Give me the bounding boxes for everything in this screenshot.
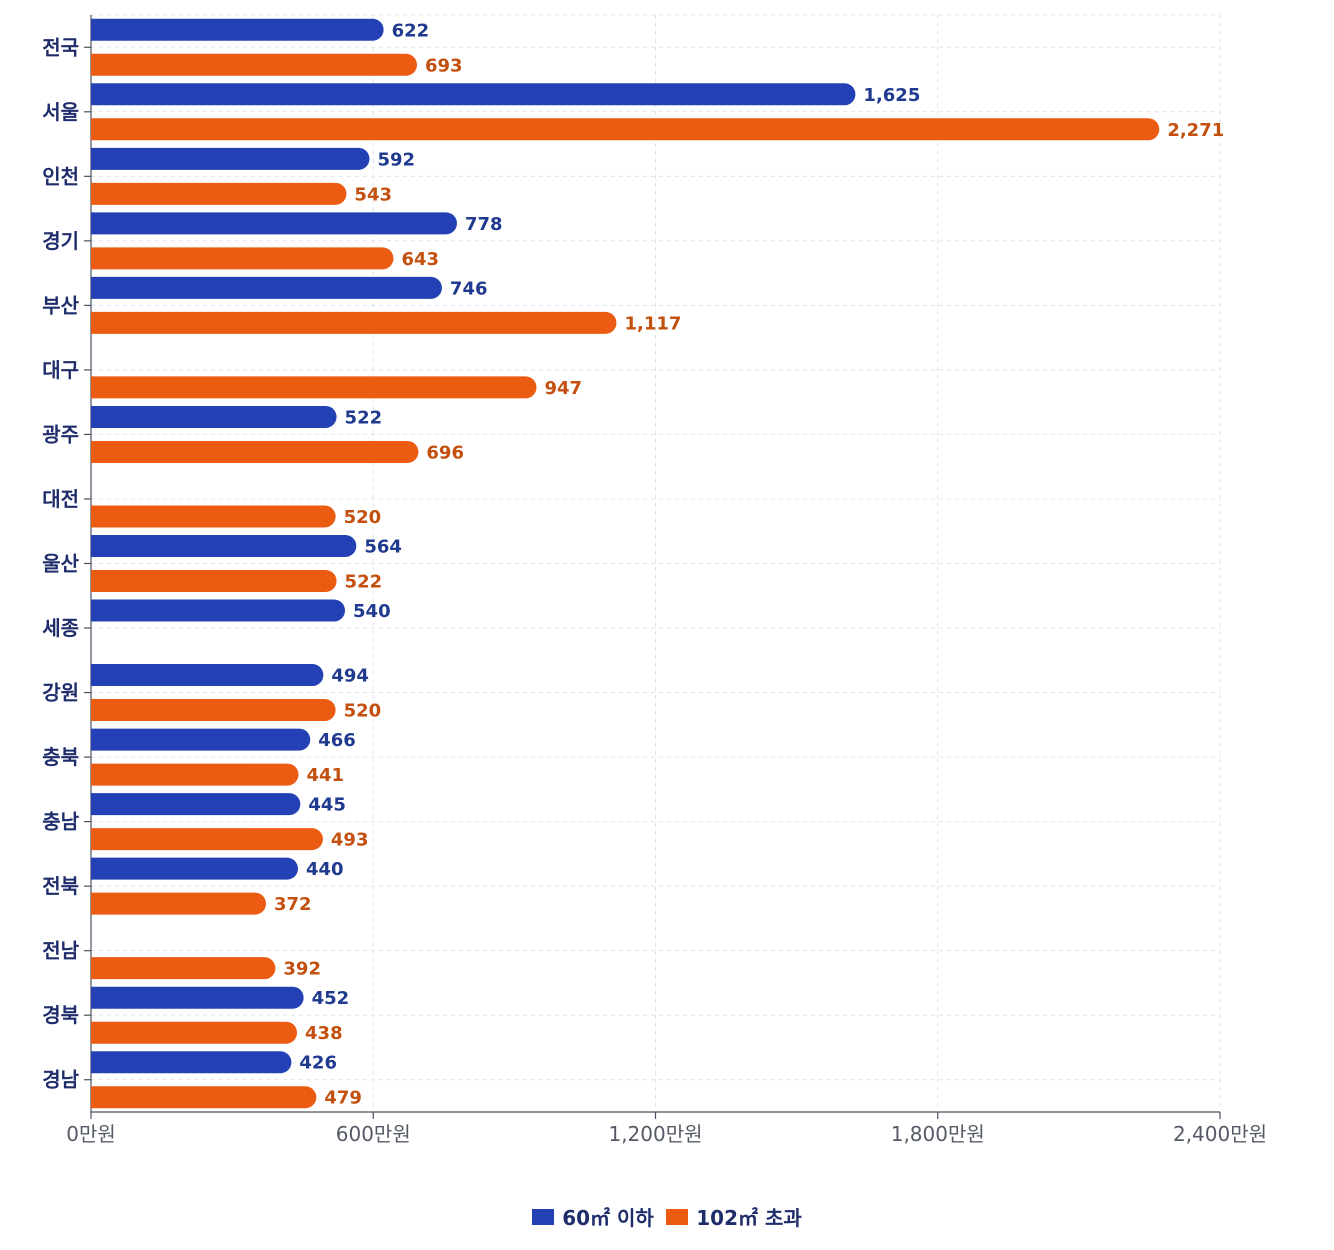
data-label-series-1: 452: [312, 988, 350, 1009]
data-label-series-2: 2,271: [1167, 120, 1224, 141]
data-label-series-2: 947: [544, 378, 582, 399]
x-tick-label: 600만원: [336, 1122, 411, 1146]
bar-series-2[interactable]: [91, 828, 323, 851]
data-label-series-1: 466: [318, 730, 356, 751]
bar-series-1[interactable]: [91, 405, 337, 428]
category-label: 대구: [42, 358, 79, 382]
bar-series-2[interactable]: [91, 376, 537, 399]
data-label-series-1: 622: [392, 20, 430, 41]
data-label-series-2: 438: [305, 1023, 343, 1044]
bar-series-2[interactable]: [91, 699, 336, 722]
bar-series-1[interactable]: [91, 1051, 292, 1074]
data-label-series-2: 441: [306, 765, 344, 786]
bar-series-2[interactable]: [91, 763, 299, 786]
data-label-series-2: 372: [274, 894, 312, 915]
category-label: 경북: [42, 1003, 79, 1027]
bar-series-2[interactable]: [91, 1021, 298, 1044]
legend-item-series-2[interactable]: 102㎡ 초과: [666, 1202, 802, 1231]
data-label-series-1: 564: [364, 537, 402, 558]
bar-series-2[interactable]: [91, 118, 1160, 141]
category-label: 강원: [42, 681, 79, 705]
bar-series-2[interactable]: [91, 892, 266, 915]
bar-series-2[interactable]: [91, 957, 276, 980]
legend: 60㎡ 이하 102㎡ 초과: [0, 1202, 1334, 1231]
category-label: 광주: [42, 422, 79, 446]
data-label-series-1: 494: [331, 666, 369, 687]
data-label-series-1: 746: [450, 278, 488, 299]
bar-series-1[interactable]: [91, 147, 370, 170]
legend-swatch-series-2: [666, 1208, 689, 1225]
data-label-series-1: 592: [377, 149, 415, 170]
data-label-series-1: 540: [353, 601, 391, 622]
data-label-series-2: 520: [344, 507, 382, 528]
data-label-series-2: 392: [283, 959, 321, 980]
category-label: 충북: [42, 745, 79, 769]
data-label-series-2: 543: [354, 184, 392, 205]
category-label: 세종: [42, 616, 79, 640]
bar-series-1[interactable]: [91, 212, 457, 235]
data-label-series-1: 426: [299, 1053, 337, 1074]
bar-series-1[interactable]: [91, 276, 442, 299]
data-label-series-1: 522: [345, 407, 383, 428]
bar-series-2[interactable]: [91, 570, 337, 592]
bar-series-1[interactable]: [91, 18, 384, 41]
legend-label-series-1: 60㎡ 이하: [562, 1206, 654, 1230]
data-label-series-2: 643: [401, 249, 439, 270]
legend-label-series-2: 102㎡ 초과: [696, 1206, 802, 1230]
bar-series-2[interactable]: [91, 1086, 317, 1109]
legend-item-series-1[interactable]: 60㎡ 이하: [532, 1202, 654, 1231]
data-label-series-2: 693: [425, 55, 463, 76]
data-label-series-2: 1,117: [624, 313, 681, 334]
category-label: 서울: [42, 100, 79, 124]
legend-swatch-series-1: [532, 1208, 555, 1225]
bar-series-2[interactable]: [91, 182, 347, 205]
bar-series-1[interactable]: [91, 728, 311, 751]
category-label: 경남: [42, 1068, 79, 1092]
bar-series-2[interactable]: [91, 53, 417, 76]
bar-series-2[interactable]: [91, 247, 394, 270]
data-label-series-1: 445: [308, 795, 346, 816]
category-label: 전국: [42, 35, 79, 59]
bar-series-2[interactable]: [91, 311, 617, 334]
bar-series-2[interactable]: [91, 440, 419, 463]
data-label-series-2: 479: [324, 1088, 362, 1109]
data-label-series-1: 440: [306, 859, 344, 880]
x-tick-label: 0만원: [66, 1122, 116, 1146]
category-label: 경기: [42, 229, 79, 253]
data-label-series-2: 520: [344, 701, 382, 722]
x-tick-label: 1,800만원: [891, 1122, 985, 1146]
x-tick-label: 1,200만원: [608, 1122, 702, 1146]
category-label: 전북: [42, 874, 79, 898]
bar-series-1[interactable]: [91, 986, 304, 1009]
bar-series-2[interactable]: [91, 505, 336, 528]
category-label: 충남: [42, 810, 79, 834]
bar-series-1[interactable]: [91, 599, 346, 622]
category-label: 대전: [42, 487, 79, 511]
bar-series-1[interactable]: [91, 793, 301, 816]
data-label-series-1: 1,625: [863, 85, 920, 106]
bar-series-1[interactable]: [91, 83, 856, 106]
data-label-series-1: 778: [465, 214, 503, 235]
x-tick-label: 2,400만원: [1173, 1122, 1267, 1146]
bar-series-1[interactable]: [91, 664, 324, 687]
category-label: 울산: [42, 552, 79, 576]
data-label-series-2: 522: [345, 572, 383, 593]
category-label: 인천: [42, 164, 79, 188]
data-label-series-2: 696: [426, 442, 464, 463]
bar-series-1[interactable]: [91, 857, 298, 880]
category-label: 부산: [42, 293, 79, 317]
data-label-series-2: 493: [331, 830, 369, 851]
bar-series-1[interactable]: [91, 535, 357, 557]
category-label: 전남: [42, 939, 79, 963]
